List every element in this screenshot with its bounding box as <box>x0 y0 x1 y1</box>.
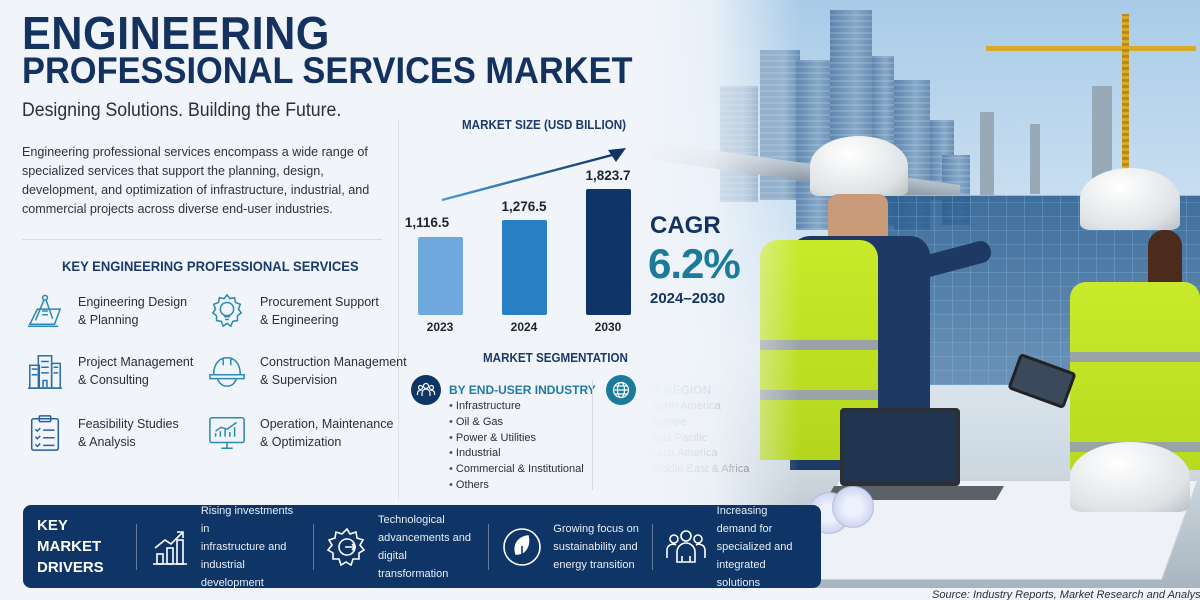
list-item: Industrial <box>449 446 596 462</box>
leaf-icon <box>503 527 542 566</box>
digital-gear-icon <box>326 527 366 566</box>
cagr-value: 6.2% <box>648 240 741 287</box>
key-market-drivers-bar: KEY MARKET DRIVERS Rising investments in… <box>23 505 821 589</box>
divider-vertical <box>592 380 593 490</box>
laptop <box>840 408 960 486</box>
bar-label-2024: 2024 <box>510 320 538 334</box>
page-subtitle: PROFESSIONAL SERVICES MARKET <box>22 50 633 91</box>
gear-lightbulb-icon <box>211 293 243 328</box>
growth-chart-icon <box>152 530 187 565</box>
bar-label-2023: 2023 <box>426 320 454 334</box>
list-item: Commercial & Institutional <box>449 462 596 478</box>
key-services-title: KEY ENGINEERING PROFESSIONAL SERVICES <box>62 258 359 274</box>
monitor-chart-icon <box>209 417 245 449</box>
driver-investments: Rising investments in infrastructure and… <box>137 502 313 592</box>
cagr-period: 2024–2030 <box>650 290 726 307</box>
list-item: Power & Utilities <box>449 431 596 447</box>
source-note: Source: Industry Reports, Market Researc… <box>932 589 1200 600</box>
team-icon <box>665 529 706 563</box>
divider <box>313 523 315 570</box>
segmentation-title: MARKET SEGMENTATION <box>483 351 628 365</box>
divider <box>651 523 653 570</box>
driver-demand: Increasing demand for specialized and in… <box>653 502 821 592</box>
bar-label-2030: 2030 <box>594 320 622 334</box>
divider <box>22 239 382 240</box>
globe-icon <box>606 375 636 405</box>
list-item: Infrastructure <box>449 399 596 415</box>
market-size-title: MARKET SIZE (USD BILLION) <box>462 118 627 132</box>
driver-technology: Technological advancements and digital t… <box>314 511 488 583</box>
service-operation-maintenance: Operation, Maintenance & Optimization <box>208 414 393 452</box>
service-feasibility-studies: Feasibility Studies & Analysis <box>26 414 179 452</box>
drivers-title: KEY MARKET DRIVERS <box>37 517 104 576</box>
growth-trend-arrow <box>441 148 626 202</box>
divider <box>135 523 137 570</box>
cagr-label: CAGR <box>650 212 721 239</box>
page-title: ENGINEERING <box>22 7 330 59</box>
tagline: Designing Solutions. Building the Future… <box>22 100 342 121</box>
divider-vertical <box>398 120 399 500</box>
segment-end-user-industry: BY END-USER INDUSTRY Infrastructure Oil … <box>411 375 596 494</box>
bar-value-2023: 1,116.5 <box>404 215 450 230</box>
service-engineering-design: Engineering Design & Planning <box>26 292 187 330</box>
service-procurement-support: Procurement Support & Engineering <box>208 292 379 330</box>
hard-hat-icon <box>209 356 245 387</box>
drafting-compass-icon <box>27 294 62 327</box>
bar-value-2024: 1,276.5 <box>501 199 547 214</box>
bar-2024 <box>502 220 547 315</box>
bar-2023 <box>418 237 463 315</box>
driver-sustainability: Growing focus on sustainability and ener… <box>489 520 651 574</box>
industry-list: Infrastructure Oil & Gas Power & Utiliti… <box>449 399 596 494</box>
bar-2030 <box>586 189 631 315</box>
list-item: Oil & Gas <box>449 415 596 431</box>
service-construction-management: Construction Management & Supervision <box>208 352 407 390</box>
buildings-icon <box>27 355 63 389</box>
bar-value-2030: 1,823.7 <box>585 168 631 183</box>
divider <box>488 523 490 570</box>
description: Engineering professional services encomp… <box>22 145 370 216</box>
people-group-icon <box>411 375 441 405</box>
service-project-management: Project Management & Consulting <box>26 352 193 390</box>
scene-fade <box>640 0 800 600</box>
list-item: Others <box>449 478 596 494</box>
blueprint-rolls <box>750 458 874 538</box>
clipboard-checklist-icon <box>30 415 60 451</box>
